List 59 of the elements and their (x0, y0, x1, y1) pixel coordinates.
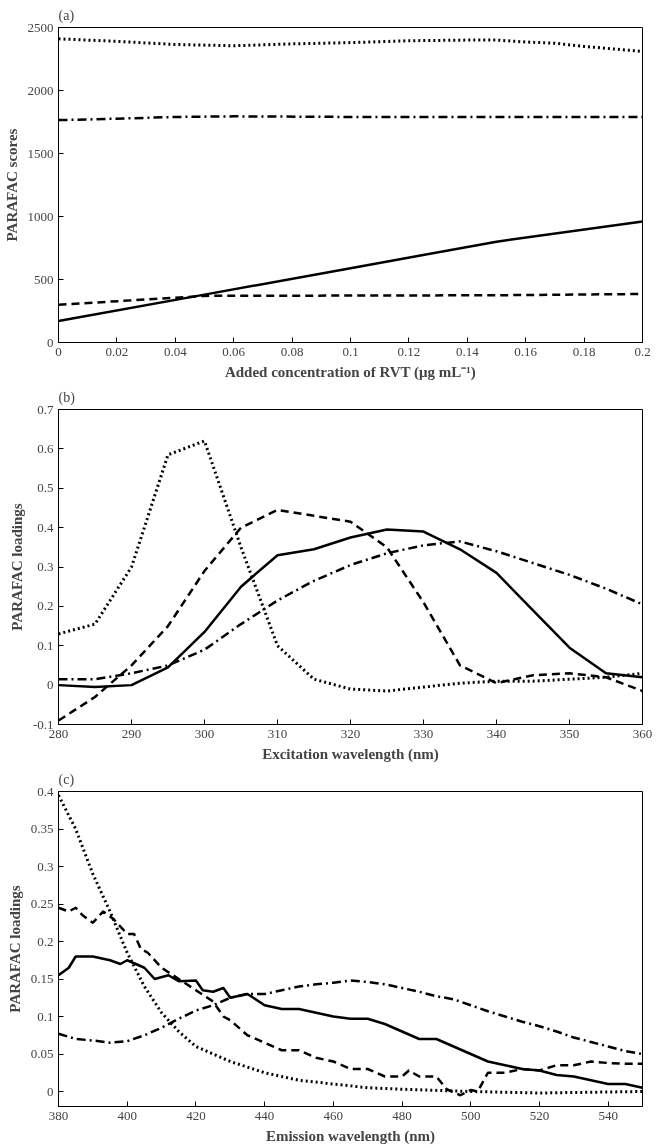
y-tick-label: 0.2 (37, 598, 54, 614)
y-tick-label: 0.05 (30, 1046, 54, 1061)
x-tick-label: 320 (340, 725, 361, 741)
y-tick-label: 2500 (27, 19, 54, 35)
x-tick-label: 340 (486, 725, 507, 741)
x-axis-title: Emission wavelength (nm) (265, 1127, 436, 1145)
x-tick-label: 0.16 (514, 343, 538, 359)
y-tick-label: 0.1 (37, 637, 54, 653)
y-tick-label: 0.1 (37, 1008, 54, 1024)
y-axis-title: PARAFAC scores (3, 128, 20, 242)
y-axis-title: PARAFAC loadings (6, 885, 23, 1013)
x-tick-label: 0.02 (105, 343, 129, 359)
y-tick-label: 0.5 (37, 480, 54, 496)
x-tick-label: 460 (323, 1107, 344, 1123)
line-series (58, 37, 643, 53)
y-tick-label: 1000 (27, 208, 54, 224)
x-tick-label: 0.06 (222, 343, 246, 359)
x-tick-label: 360 (632, 725, 653, 741)
y-tick-label: 0.3 (37, 858, 54, 874)
x-tick-label: 420 (186, 1107, 206, 1123)
y-tick-label: 0.4 (37, 519, 54, 535)
y-tick-label: 500 (34, 271, 54, 287)
y-tick-label: 2000 (27, 82, 54, 98)
x-tick-label: 400 (117, 1107, 137, 1123)
x-tick-label: 350 (559, 725, 580, 741)
x-tick-label: 540 (598, 1107, 618, 1123)
y-tick-label: 0.3 (37, 559, 54, 574)
x-tick-label: 0.1 (342, 343, 359, 359)
x-tick-label: 500 (460, 1107, 481, 1123)
y-tick-label: 0.6 (37, 440, 54, 456)
y-axis-title: PARAFAC loadings (8, 503, 25, 631)
x-tick-label: 0.18 (572, 343, 596, 359)
chart-title: (c) (58, 771, 75, 788)
y-tick-label: 0 (47, 1083, 54, 1099)
y-tick-label: 0 (47, 677, 54, 693)
x-tick-label: 520 (529, 1107, 550, 1123)
x-tick-label: 310 (267, 725, 288, 741)
x-tick-label: 300 (194, 725, 215, 741)
y-tick-label: 1500 (27, 145, 54, 161)
x-tick-label: 0.14 (455, 343, 480, 359)
x-tick-label: 380 (48, 1107, 69, 1123)
y-tick-label: 0.7 (37, 401, 54, 417)
y-tick-label: 0.35 (30, 821, 54, 836)
x-tick-label: 0.04 (163, 343, 188, 359)
chart-title: (b) (58, 389, 76, 406)
x-tick-label: 330 (413, 725, 434, 741)
x-tick-label: 290 (121, 725, 142, 741)
y-tick-label: 0.2 (37, 933, 54, 949)
x-tick-label: 0.2 (634, 343, 651, 359)
x-axis-title: Added concentration of RVT (μg mL⁻¹) (224, 363, 476, 381)
y-tick-label: 0.15 (30, 971, 54, 986)
x-tick-label: 0.12 (397, 343, 421, 359)
x-axis-title: Excitation wavelength (nm) (262, 745, 439, 763)
y-tick-label: 0.25 (30, 896, 54, 911)
x-tick-label: 480 (392, 1107, 412, 1123)
x-tick-label: 0.08 (280, 343, 304, 359)
x-tick-label: 440 (254, 1107, 275, 1123)
y-tick-label: 0.4 (37, 783, 54, 799)
chart-title: (a) (58, 7, 75, 24)
